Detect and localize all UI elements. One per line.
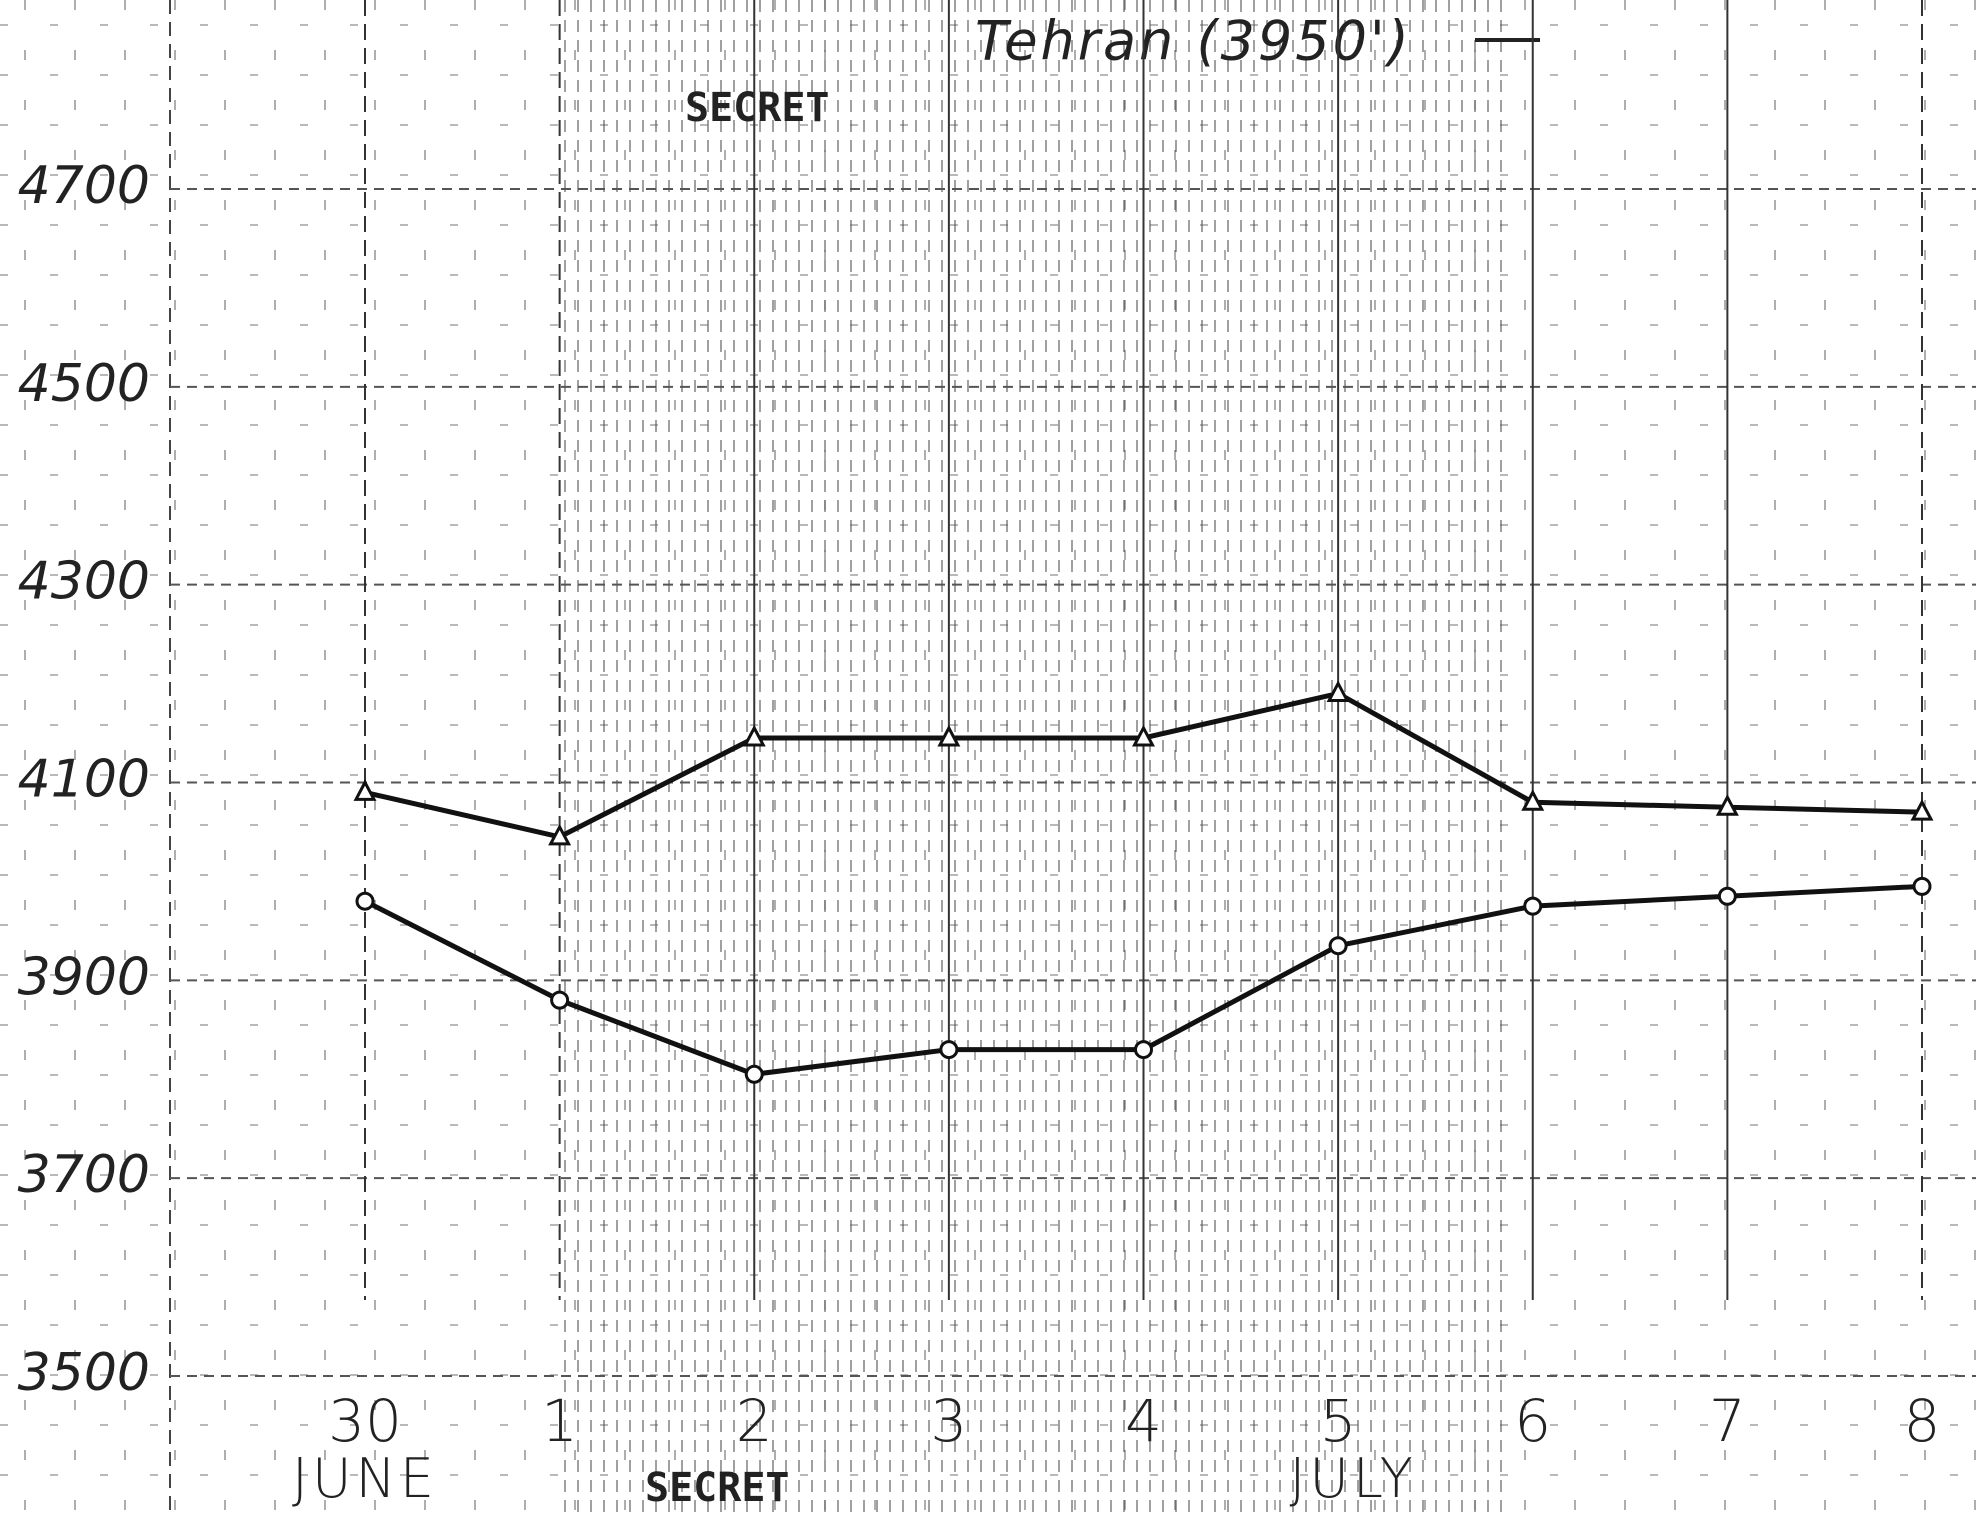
marker (1715, 794, 1739, 816)
marker (353, 779, 377, 801)
x-tick-label: 4 (1125, 1387, 1162, 1455)
y-tick-label: 3700 (18, 1145, 150, 1205)
y-tick-label: 4500 (18, 354, 150, 414)
x-tick-label: 5 (1320, 1387, 1357, 1455)
marker (939, 1040, 959, 1060)
x-tick-label: 3 (930, 1387, 967, 1455)
y-tick-label: 4100 (18, 750, 150, 810)
stamp: SECRET (645, 1465, 790, 1511)
marker (1134, 1040, 1153, 1060)
marker (548, 823, 572, 846)
month-label: JULY (1289, 1447, 1416, 1510)
x-tick-label: 8 (1904, 1387, 1941, 1455)
marker (1717, 886, 1737, 906)
x-tick-label: 7 (1709, 1387, 1746, 1455)
x-tick-label: 30 (328, 1387, 402, 1455)
x-tick-label: 1 (541, 1387, 578, 1455)
marker (744, 1064, 764, 1084)
marker (1326, 680, 1350, 702)
x-tick-label: 2 (736, 1387, 773, 1455)
month-label: JUNE (292, 1447, 438, 1510)
marker (355, 891, 375, 911)
stamp: SECRET (685, 85, 830, 131)
marker (1521, 789, 1545, 811)
graph-paper-dense (555, 0, 1510, 1516)
marker (1328, 936, 1348, 956)
marker (742, 724, 766, 747)
marker (937, 724, 961, 747)
marker (550, 990, 570, 1010)
marker (1132, 724, 1155, 747)
marker (1523, 896, 1543, 916)
chart-title: Tehran (3950') (975, 10, 1412, 73)
x-tick-label: 6 (1514, 1387, 1551, 1455)
y-tick-label: 4700 (18, 156, 150, 216)
y-tick-label: 3500 (18, 1343, 150, 1403)
y-tick-label: 3900 (18, 947, 150, 1007)
marker (1912, 876, 1932, 896)
marker (1910, 798, 1934, 821)
y-tick-label: 4300 (18, 552, 150, 612)
